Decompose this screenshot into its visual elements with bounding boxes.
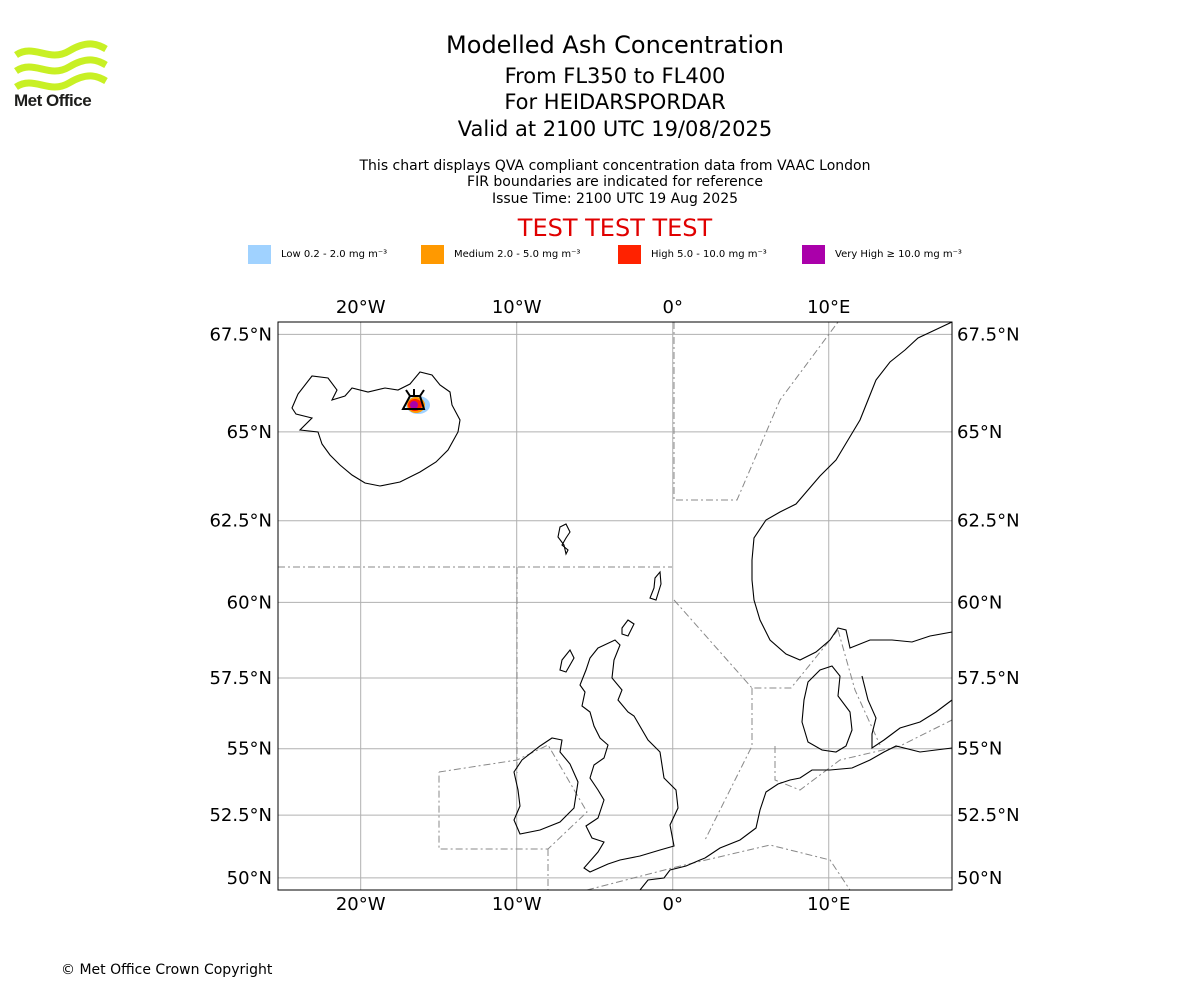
lat-tick-label-right: 62.5°N (957, 511, 1020, 532)
coastline-ireland (514, 738, 578, 834)
lat-tick-label-left: 67.5°N (209, 324, 272, 345)
lat-tick-label-right: 67.5°N (957, 324, 1020, 345)
lat-tick-label-left: 57.5°N (209, 668, 272, 689)
lon-tick-label-bottom: 0° (663, 894, 683, 915)
ash-area-very-high (410, 401, 418, 409)
lon-tick-label-top: 10°W (492, 297, 542, 318)
coastline-iceland (292, 372, 460, 486)
lat-tick-label-right: 57.5°N (957, 668, 1020, 689)
lat-tick-label-left: 50°N (227, 868, 272, 889)
lon-tick-label-top: 0° (663, 297, 683, 318)
lat-tick-label-left: 60°N (227, 592, 272, 613)
lon-tick-label-top: 10°E (807, 297, 850, 318)
coastline-denmark (802, 666, 852, 752)
axis-tick-labels: 20°W 20°W 10°W 10°W 0° 0° 10°E 10°E 67.5°N 67.5°N… (209, 297, 1019, 915)
lon-tick-label-bottom: 20°W (336, 894, 386, 915)
copyright: © Met Office Crown Copyright (61, 962, 272, 978)
lon-tick-label-top: 20°W (336, 297, 386, 318)
fir-boundary (439, 745, 587, 849)
coastline-sweden (862, 676, 952, 748)
lat-tick-label-left: 55°N (227, 739, 272, 760)
coastline-faroe (558, 524, 570, 554)
fir-boundary (587, 845, 850, 890)
fir-boundaries (278, 322, 952, 890)
fir-boundary (674, 322, 838, 500)
lon-tick-label-bottom: 10°E (807, 894, 850, 915)
lat-tick-label-right: 50°N (957, 868, 1002, 889)
lat-tick-label-left: 62.5°N (209, 511, 272, 532)
lon-tick-label-bottom: 10°W (492, 894, 542, 915)
coastline-shetland (650, 572, 661, 600)
lat-tick-label-right: 65°N (957, 422, 1002, 443)
lat-tick-label-left: 52.5°N (209, 805, 272, 826)
fir-boundary (775, 720, 952, 790)
coastline-norway (752, 322, 952, 660)
fir-boundary (705, 688, 752, 840)
lat-tick-label-right: 52.5°N (957, 805, 1020, 826)
map-gridlines (278, 322, 952, 890)
lat-tick-label-right: 55°N (957, 739, 1002, 760)
coastline-hebrides (560, 650, 574, 672)
fir-boundary (674, 600, 838, 688)
coastlines (292, 322, 952, 890)
lat-tick-label-right: 60°N (957, 592, 1002, 613)
coastline-great-britain (580, 640, 678, 872)
map-frame (278, 322, 952, 890)
coastline-orkney (622, 620, 634, 636)
lat-tick-label-left: 65°N (227, 422, 272, 443)
